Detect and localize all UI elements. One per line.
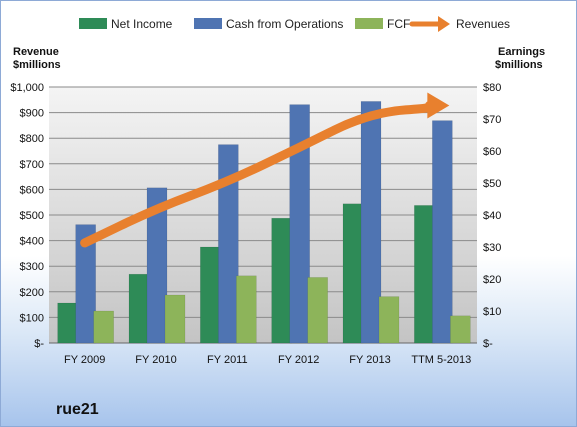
category-label: FY 2011	[207, 354, 248, 366]
right-tick-label: $50	[483, 178, 501, 190]
legend-swatch-net-income	[79, 18, 107, 29]
left-tick-label: $400	[20, 236, 44, 248]
bar-cash-from-operations	[432, 120, 453, 344]
bar-cash-from-operations	[146, 187, 168, 344]
bar-net-income	[128, 273, 150, 344]
category-label: FY 2010	[135, 354, 176, 366]
category-label: TTM 5-2013	[411, 354, 471, 366]
category-label: FY 2012	[278, 354, 319, 366]
company-name: rue21	[56, 401, 99, 418]
bar-fcf	[93, 310, 114, 344]
left-tick-label: $900	[20, 108, 44, 120]
left-tick-label: $500	[20, 210, 44, 222]
legend-label: Cash from Operations	[226, 17, 343, 31]
legend-swatch-fcf	[355, 18, 383, 29]
right-tick-label: $-	[483, 338, 493, 350]
left-tick-label: $300	[20, 261, 44, 273]
legend-label: Net Income	[111, 17, 173, 31]
bar-fcf	[450, 315, 471, 344]
legend-swatch-cash-from-operations	[194, 18, 222, 29]
right-tick-label: $70	[483, 114, 501, 126]
revenue-line	[80, 92, 450, 248]
bar-fcf	[236, 275, 257, 344]
legend: Net Income Cash from Operations FCF Revenue…	[79, 16, 510, 32]
bar-net-income	[200, 246, 221, 344]
left-tick-label: $200	[20, 287, 44, 299]
bar-net-income	[342, 203, 364, 344]
tick-labels: $- $100 $200 $300 $400 $500 $600 $700 $800 $900 $1…	[10, 82, 501, 366]
revenue-arrowhead	[427, 92, 450, 119]
bar-net-income	[57, 302, 78, 344]
left-axis-title-line1: Revenue	[13, 46, 59, 58]
right-tick-label: $30	[483, 242, 501, 254]
right-tick-label: $10	[483, 306, 501, 318]
right-tick-label: $60	[483, 146, 501, 158]
bar-net-income	[414, 205, 435, 344]
bar-cash-from-operations	[218, 144, 239, 344]
legend-label: Revenues	[456, 17, 510, 31]
revenue-line-path	[80, 100, 437, 248]
left-tick-label: $-	[34, 338, 44, 350]
left-tick-label: $1,000	[10, 82, 44, 94]
right-tick-label: $20	[483, 274, 501, 286]
legend-label: FCF	[387, 17, 410, 31]
left-tick-label: $800	[20, 133, 44, 145]
category-label: FY 2009	[64, 354, 105, 366]
bar-fcf	[307, 277, 328, 344]
bar-net-income	[271, 217, 292, 344]
bar-cash-from-operations	[289, 104, 310, 344]
bar-cash-from-operations	[75, 224, 96, 344]
right-tick-label: $80	[483, 82, 501, 94]
right-tick-label: $40	[483, 210, 501, 222]
right-axis-title-line1: Earnings	[498, 46, 545, 58]
bar-cash-from-operations	[360, 101, 382, 344]
legend-arrowhead	[438, 16, 450, 32]
left-axis-title-line2: $millions	[13, 59, 61, 71]
right-axis-title-line2: $millions	[495, 59, 543, 71]
bar-fcf	[378, 296, 400, 344]
left-tick-label: $600	[20, 184, 44, 196]
bar-fcf	[164, 294, 186, 344]
left-tick-label: $700	[20, 159, 44, 171]
bars	[57, 101, 471, 344]
left-tick-label: $100	[20, 312, 44, 324]
category-label: FY 2013	[349, 354, 390, 366]
